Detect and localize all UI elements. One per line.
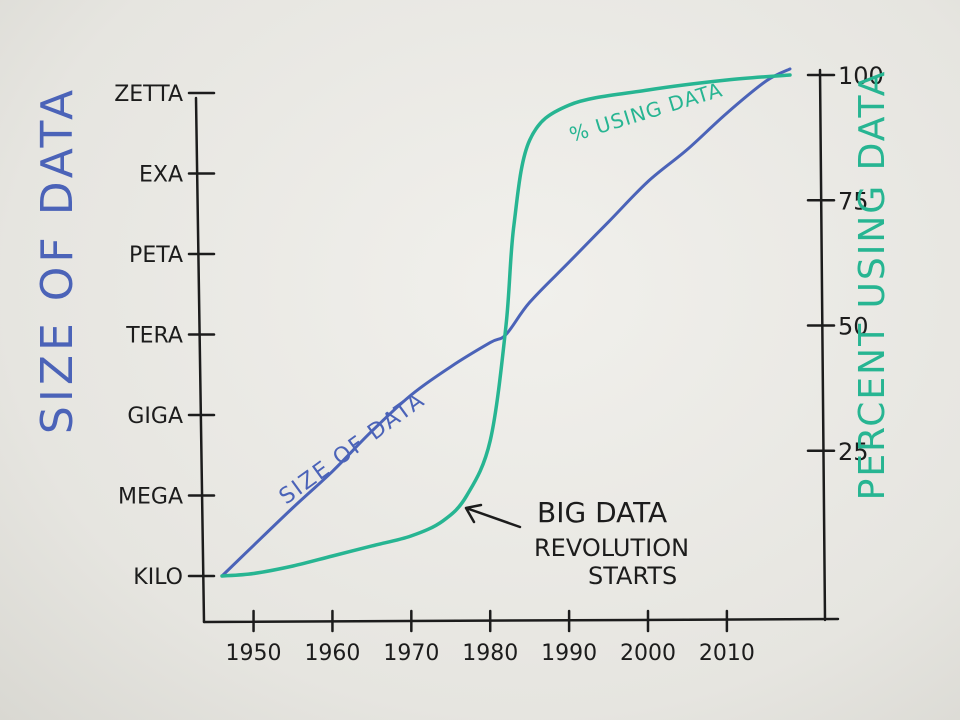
axes	[194, 68, 840, 624]
x-tick-label-1970: 1970	[383, 641, 439, 666]
x-tick-label-1950: 1950	[226, 641, 282, 666]
left-tick-label-zetta: ZETTA	[114, 82, 183, 107]
left-axis-title: SIZE OF DATA	[32, 86, 83, 434]
left-tick-label-giga: GIGA	[127, 404, 183, 429]
series-label-size-of-data: SIZE OF DATA	[275, 387, 431, 510]
right-tick-label-50: 50	[838, 313, 869, 341]
right-axis-title: PERCENT USING DATA	[852, 70, 893, 501]
annotation-big-data: BIG DATA REVOLUTION STARTS	[464, 496, 689, 590]
series-lines	[220, 67, 792, 578]
left-tick-label-kilo: KILO	[133, 565, 183, 590]
left-tick-label-tera: TERA	[125, 324, 183, 349]
annotation-arrow	[464, 503, 522, 529]
annotation-line-2: REVOLUTION	[534, 534, 689, 562]
x-tick-label-2000: 2000	[620, 641, 676, 666]
left-tick-label-peta: PETA	[129, 243, 183, 268]
series-line-using-data	[220, 73, 792, 578]
left-tick-label-mega: MEGA	[118, 485, 183, 510]
x-tick-label-1960: 1960	[304, 641, 360, 666]
right-tick-label-100: 100	[838, 62, 884, 90]
right-axis-line	[818, 68, 827, 622]
left-tick-label-exa: EXA	[139, 163, 183, 188]
left-axis-line	[194, 96, 206, 624]
annotation-line-1: BIG DATA	[537, 496, 667, 529]
right-tick-label-75: 75	[838, 187, 869, 215]
x-tick-label-2010: 2010	[699, 641, 755, 666]
x-tick-label-1990: 1990	[541, 641, 597, 666]
x-tick-label-1980: 1980	[462, 641, 518, 666]
annotation-line-3: STARTS	[588, 562, 677, 590]
right-tick-label-25: 25	[838, 438, 869, 466]
ticks: KILO MEGA GIGA TERA PETA EXA ZETTA 25 50 75 100 195…	[114, 62, 884, 666]
x-axis-line	[202, 617, 840, 624]
